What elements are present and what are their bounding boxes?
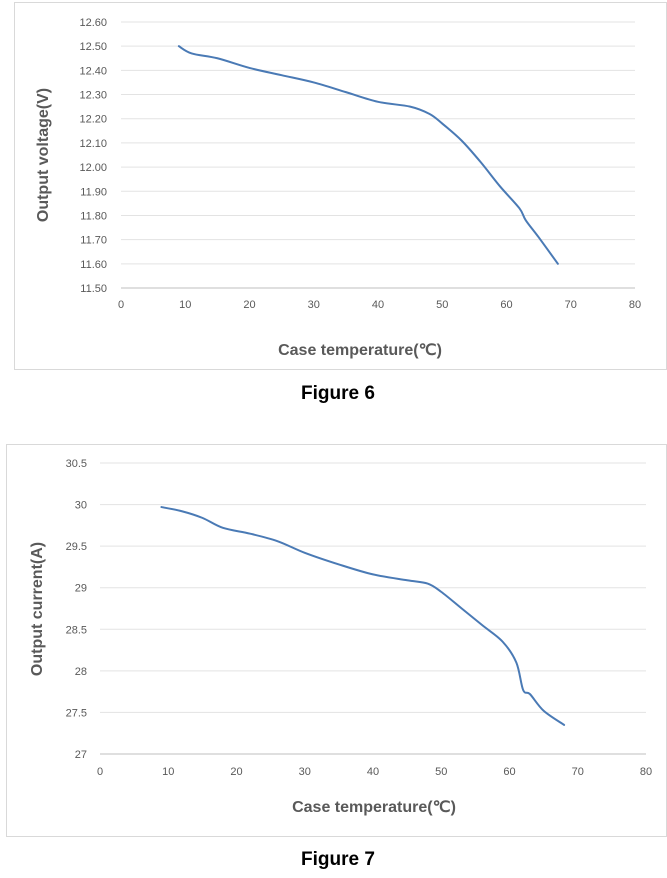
x-tick-label: 70 <box>572 766 584 778</box>
x-tick-label: 50 <box>435 766 447 778</box>
x-tick-label: 30 <box>299 766 311 778</box>
y-tick-label: 11.70 <box>80 235 107 247</box>
y-axis-title: Output voltage(V) <box>35 88 52 222</box>
y-tick-label: 27 <box>75 749 87 761</box>
x-tick-label: 40 <box>367 766 379 778</box>
y-tick-label: 12.10 <box>79 138 107 150</box>
x-tick-label: 20 <box>230 766 242 778</box>
y-tick-label: 28 <box>75 666 87 678</box>
chart-1-frame <box>14 2 667 370</box>
chart-1-voltage: 11.50 11.60 11.70 11.80 11.90 12.00 12.10 12.20… <box>35 17 641 359</box>
y-axis-title: Output current(A) <box>29 542 46 676</box>
x-tick-label: 0 <box>118 299 124 311</box>
y-tick-label: 11.80 <box>80 210 107 222</box>
x-tick-label: 20 <box>243 299 255 311</box>
y-tick-label: 11.60 <box>80 259 107 271</box>
y-tick-label: 28.5 <box>66 624 87 636</box>
y-tick-label: 29 <box>75 583 87 595</box>
x-tick-label: 10 <box>162 766 174 778</box>
x-tick-label: 30 <box>308 299 320 311</box>
y-tick-label: 12.20 <box>79 114 107 126</box>
y-tick-label: 27.5 <box>66 707 87 719</box>
y-tick-label: 29.5 <box>66 541 87 553</box>
figure-6-caption: Figure 6 <box>301 383 375 404</box>
x-tick-label: 70 <box>565 299 577 311</box>
figure-7-caption: Figure 7 <box>301 849 375 870</box>
x-tick-label: 60 <box>500 299 512 311</box>
chart-2-frame <box>6 444 667 837</box>
x-tick-label: 60 <box>503 766 515 778</box>
x-tick-label: 0 <box>97 766 103 778</box>
x-tick-label: 50 <box>436 299 448 311</box>
x-tick-label: 10 <box>179 299 191 311</box>
series-line <box>177 45 559 265</box>
series-line <box>160 506 566 726</box>
x-tick-label: 80 <box>640 766 652 778</box>
x-tick-label: 40 <box>372 299 384 311</box>
y-tick-label: 12.40 <box>79 65 107 77</box>
x-tick-label: 80 <box>629 299 641 311</box>
y-tick-label: 12.30 <box>79 90 107 102</box>
y-tick-label: 30 <box>75 500 87 512</box>
y-tick-label: 12.60 <box>79 17 107 29</box>
x-axis-title: Case temperature(℃) <box>278 342 442 359</box>
y-tick-label: 12.50 <box>79 41 107 53</box>
y-tick-label: 12.00 <box>79 162 107 174</box>
y-tick-label: 11.90 <box>80 186 107 198</box>
y-tick-label: 11.50 <box>80 283 107 295</box>
x-axis-title: Case temperature(℃) <box>292 799 456 816</box>
y-tick-label: 30.5 <box>66 458 87 470</box>
